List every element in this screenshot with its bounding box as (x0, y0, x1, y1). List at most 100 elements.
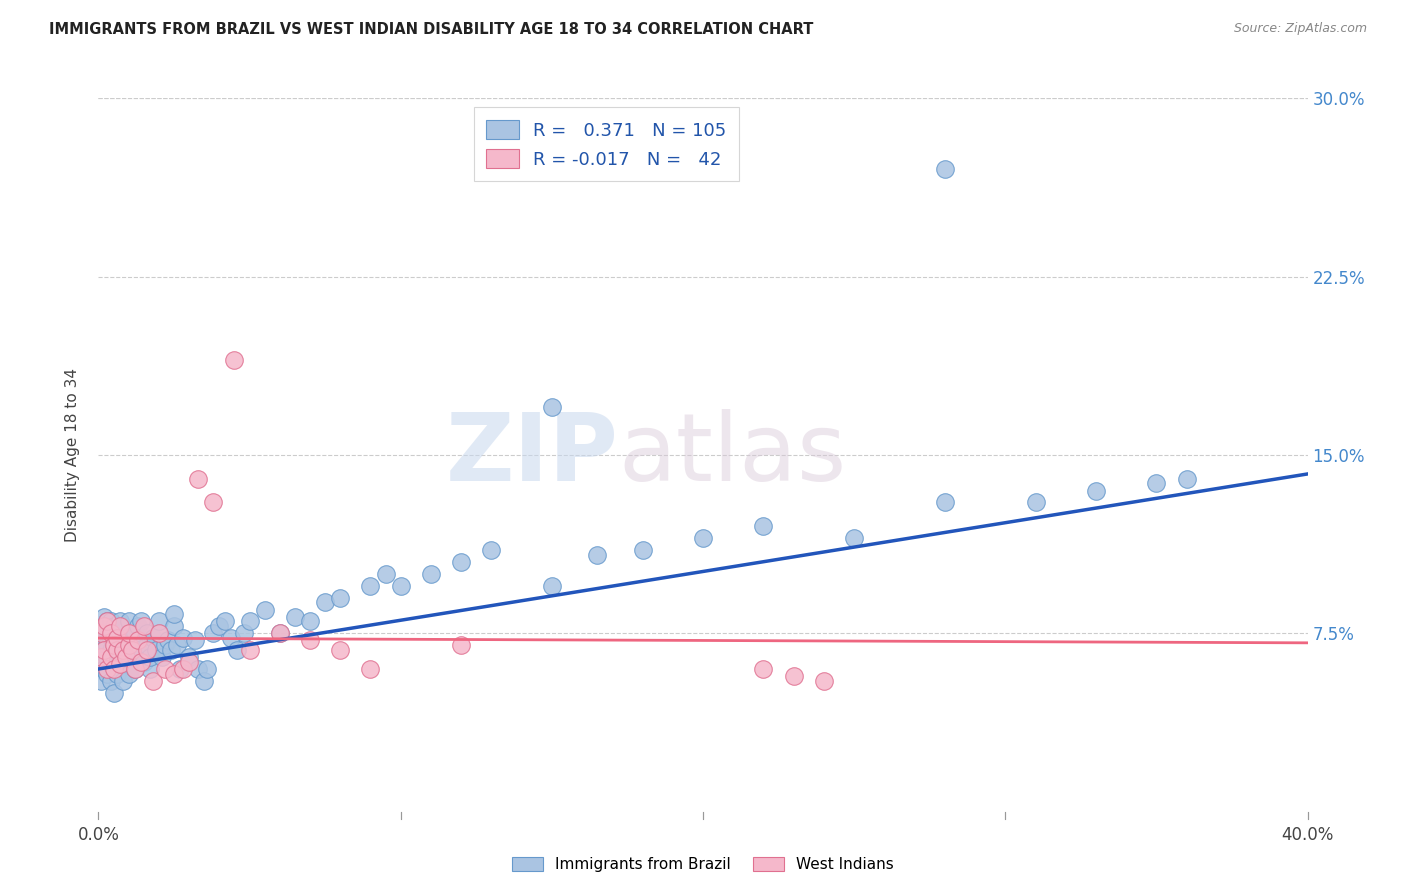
Point (224, 352, 246, 367)
Point (239, 615, 262, 629)
Point (127, 619, 149, 633)
Point (481, 543, 503, 558)
Point (100, 631, 122, 645)
Point (329, 591, 352, 605)
Point (169, 662, 191, 676)
Point (114, 655, 136, 669)
Point (96, 662, 118, 676)
Point (135, 638, 157, 652)
Point (118, 615, 141, 629)
Point (114, 631, 136, 645)
Point (103, 650, 125, 665)
Point (129, 615, 152, 629)
Point (450, 638, 472, 652)
Point (214, 615, 236, 629)
Point (105, 643, 128, 657)
Point (142, 673, 165, 688)
Point (121, 643, 143, 657)
Point (93, 662, 115, 676)
Point (96, 626, 118, 640)
Point (135, 626, 157, 640)
Point (124, 626, 146, 640)
Point (299, 633, 322, 648)
Point (163, 619, 186, 633)
Point (111, 631, 134, 645)
Point (105, 643, 128, 657)
Point (127, 643, 149, 657)
Point (1144, 476, 1167, 491)
Point (145, 643, 167, 657)
Point (374, 566, 396, 581)
Point (783, 669, 806, 683)
Point (96, 666, 118, 681)
Point (202, 626, 225, 640)
Point (163, 666, 186, 681)
Point (118, 650, 141, 665)
Point (844, 531, 866, 545)
Point (93, 619, 115, 633)
Point (299, 615, 322, 629)
Point (108, 619, 131, 633)
Point (172, 631, 194, 645)
Point (93, 626, 115, 640)
Point (360, 662, 382, 676)
Point (420, 566, 443, 581)
Y-axis label: Disability Age 18 to 34: Disability Age 18 to 34 (65, 368, 80, 542)
Point (105, 655, 128, 669)
Point (118, 626, 141, 640)
Point (221, 631, 243, 645)
Point (153, 662, 176, 676)
Point (156, 633, 179, 648)
Point (96, 638, 118, 652)
Point (96, 615, 118, 629)
Point (90, 633, 112, 648)
Point (103, 638, 125, 652)
Point (103, 638, 125, 652)
Point (163, 607, 186, 622)
Point (179, 650, 201, 665)
Point (139, 650, 162, 665)
Text: IMMIGRANTS FROM BRAZIL VS WEST INDIAN DISABILITY AGE 18 TO 34 CORRELATION CHART: IMMIGRANTS FROM BRAZIL VS WEST INDIAN DI… (49, 22, 814, 37)
Text: Source: ZipAtlas.com: Source: ZipAtlas.com (1233, 22, 1367, 36)
Point (108, 657, 131, 672)
Point (124, 662, 146, 676)
Point (692, 531, 714, 545)
Point (148, 626, 170, 640)
Point (269, 626, 291, 640)
Point (135, 643, 157, 657)
Point (631, 543, 654, 558)
Point (103, 686, 125, 700)
Point (195, 662, 218, 676)
Point (284, 609, 307, 624)
Point (93, 643, 115, 657)
Point (93, 609, 115, 624)
Point (121, 643, 143, 657)
Point (148, 615, 170, 629)
Point (226, 643, 249, 657)
Point (172, 662, 194, 676)
Point (93, 638, 115, 652)
Point (108, 650, 131, 665)
Point (314, 595, 336, 609)
Point (160, 643, 183, 657)
Point (90, 657, 112, 672)
Legend: Immigrants from Brazil, West Indians: Immigrants from Brazil, West Indians (505, 849, 901, 880)
Point (1175, 472, 1198, 486)
Point (208, 619, 231, 633)
Point (148, 626, 170, 640)
Point (100, 626, 122, 640)
Point (1085, 483, 1108, 498)
Point (129, 650, 152, 665)
Point (193, 673, 215, 688)
Point (108, 626, 131, 640)
Point (111, 657, 134, 672)
Point (132, 619, 155, 633)
Point (150, 650, 173, 665)
Point (187, 662, 209, 676)
Point (103, 626, 125, 640)
Point (93, 650, 115, 665)
Point (232, 626, 254, 640)
Point (103, 662, 125, 676)
Point (90, 650, 112, 665)
Legend: R =   0.371   N = 105, R = -0.017   N =   42: R = 0.371 N = 105, R = -0.017 N = 42 (474, 107, 740, 181)
